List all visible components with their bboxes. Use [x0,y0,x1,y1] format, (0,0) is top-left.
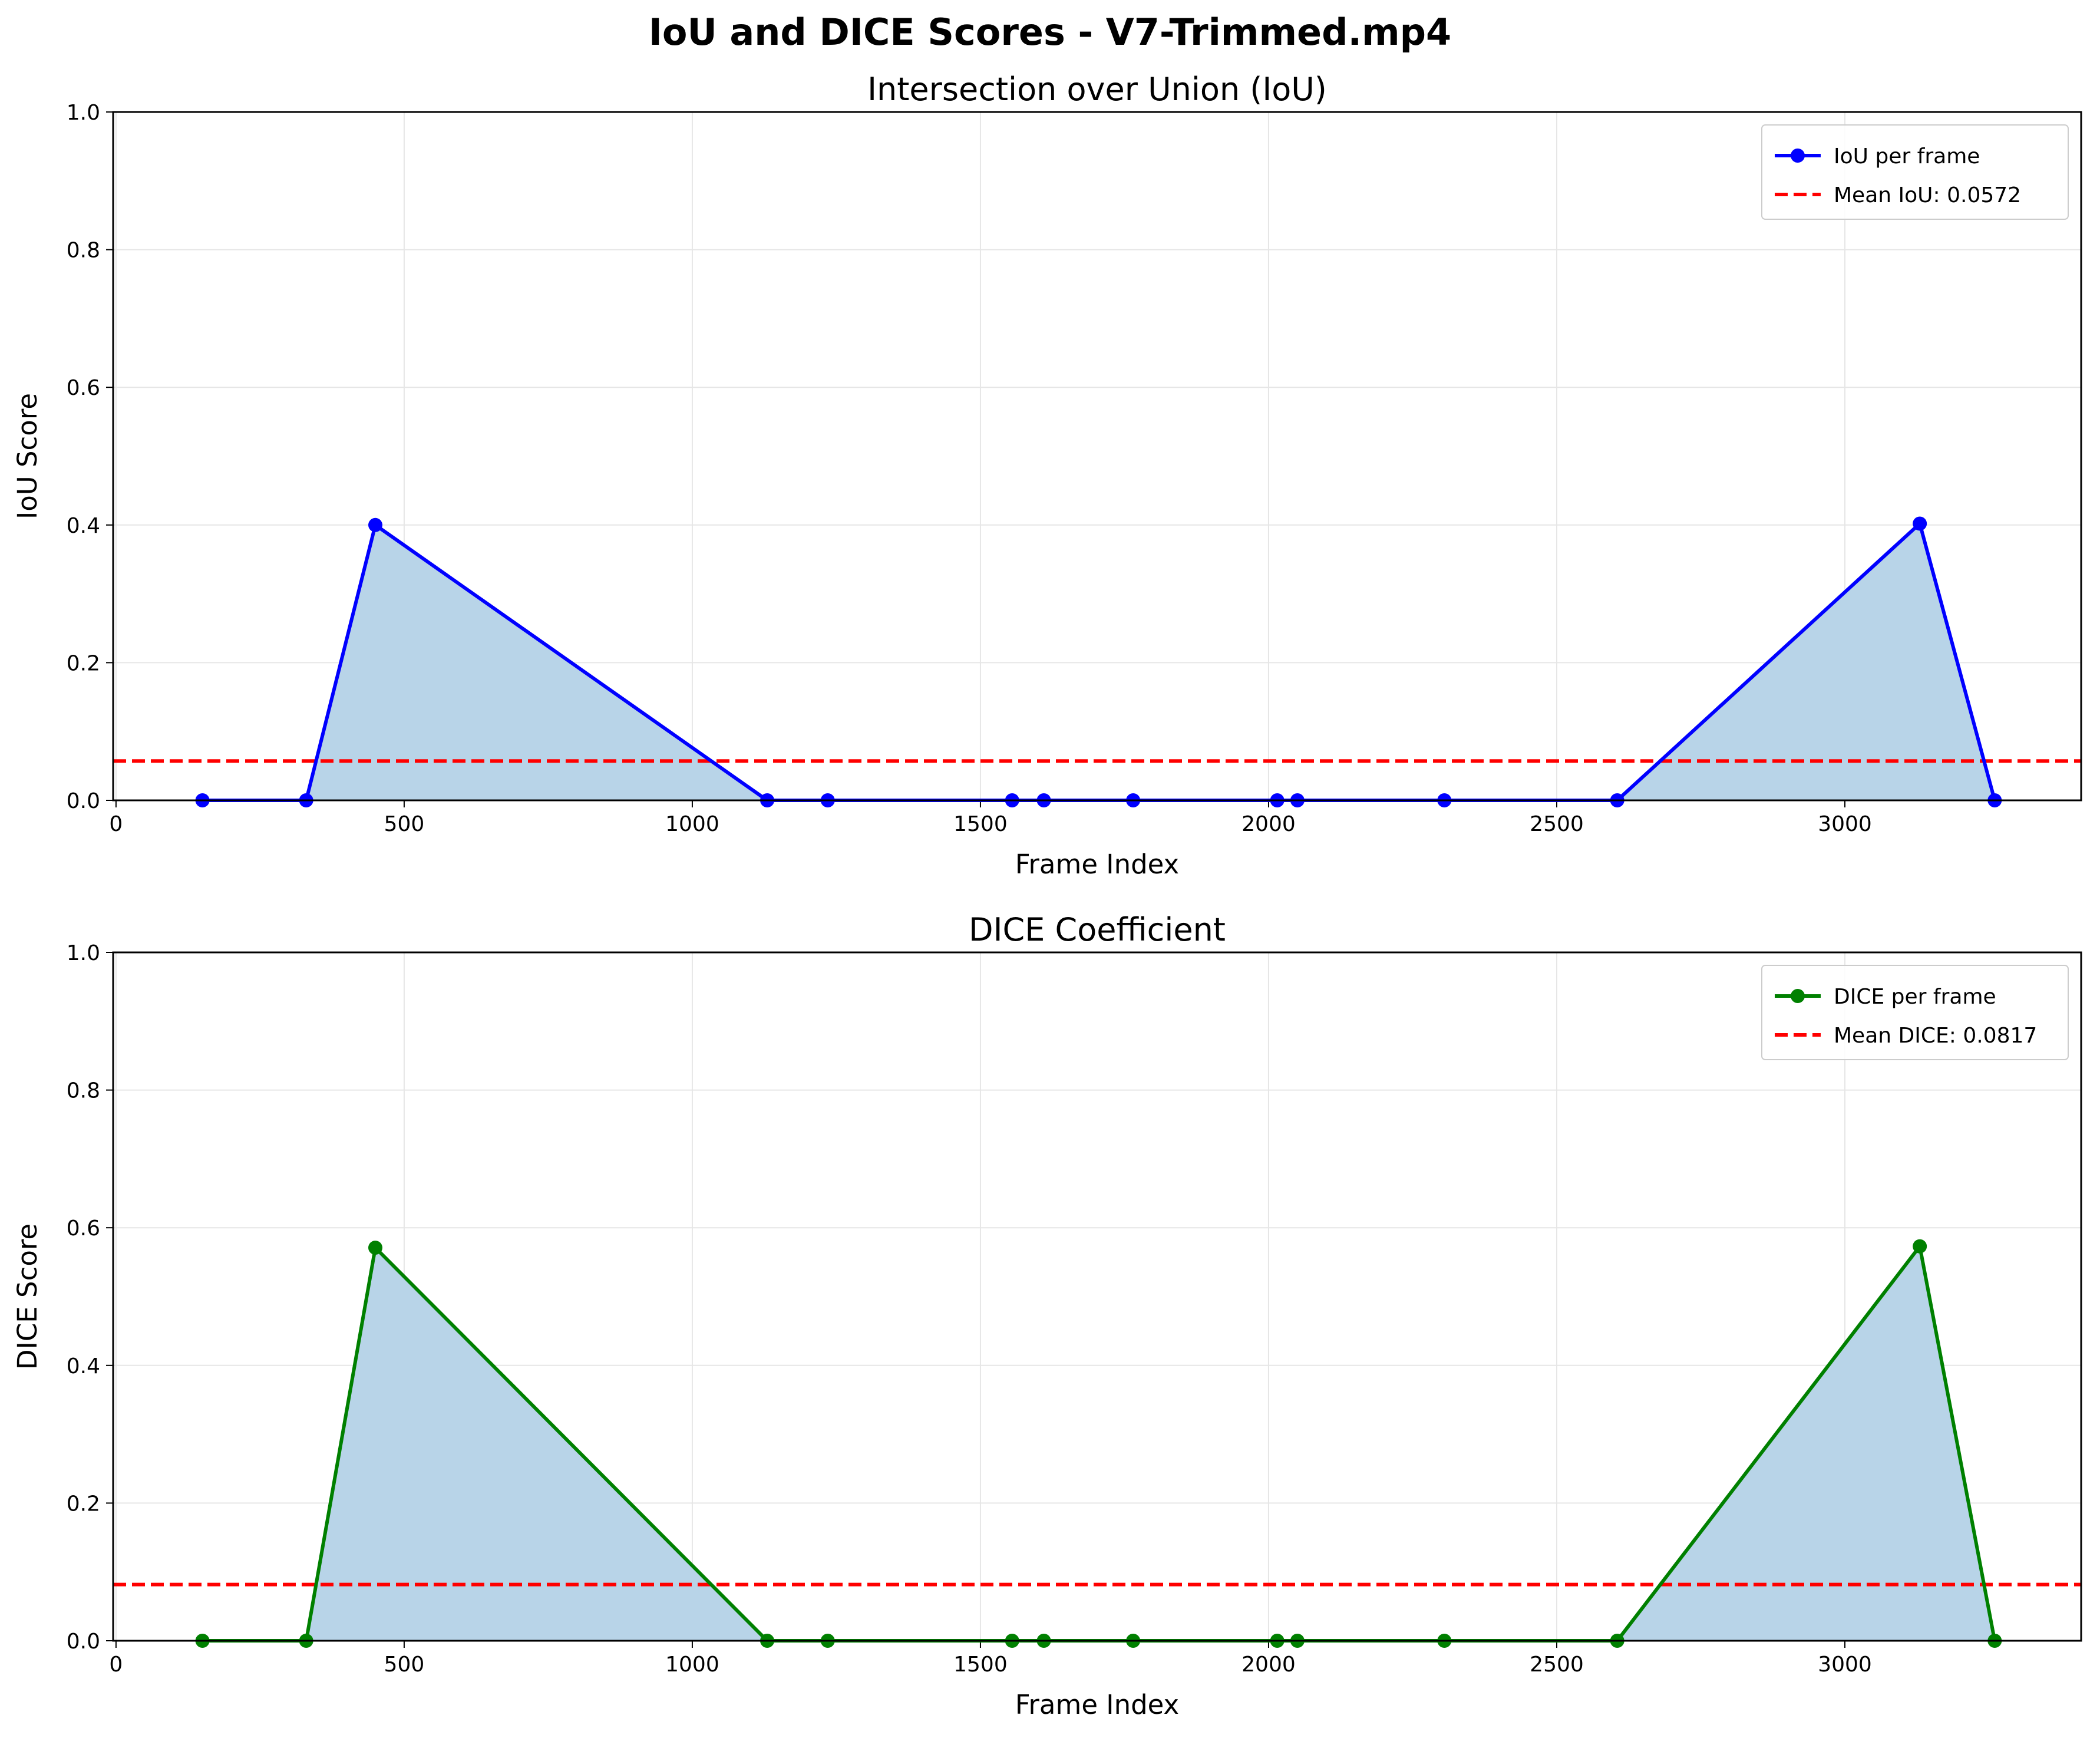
x-tick-label: 2500 [1530,812,1584,836]
x-tick-label: 1000 [665,812,719,836]
data-point [1913,1239,1927,1254]
legend-mean-label: Mean DICE: 0.0817 [1834,1024,2037,1048]
x-axis-label: Frame Index [1015,849,1179,880]
chart-title: DICE Coefficient [969,911,1226,948]
y-tick-label: 0.0 [67,789,100,813]
x-tick-label: 1500 [953,1653,1008,1677]
y-tick-label: 0.4 [67,514,100,538]
y-tick-label: 0.6 [67,376,100,400]
y-tick-label: 1.0 [67,101,100,125]
data-point [368,517,383,532]
y-tick-label: 0.8 [67,239,100,263]
x-axis-label: Frame Index [1015,1689,1179,1720]
x-tick-label: 0 [109,812,123,836]
x-tick-label: 2000 [1241,812,1296,836]
y-axis-label: DICE Score [12,1223,43,1370]
iou-chart: 0 500 1000 1500 2000 2500 3000 0.0 0.2 0.4 0.6 0.8 1… [12,71,2082,880]
y-tick-label: 0.2 [67,651,100,675]
y-tick-label: 0.8 [67,1079,100,1103]
data-point [1913,516,1927,531]
legend-series-marker [1791,149,1805,163]
legend-box [1761,124,2069,220]
x-tick-label: 2500 [1530,1653,1584,1677]
legend-mean-label: Mean IoU: 0.0572 [1834,183,2021,207]
y-axis-label: IoU Score [12,393,43,519]
legend-series-marker [1791,989,1805,1003]
y-tick-label: 0.4 [67,1354,100,1378]
y-tick-label: 0.0 [67,1630,100,1654]
area-fill [202,523,1995,800]
x-tick-label: 3000 [1818,1653,1872,1677]
legend-series-label: DICE per frame [1834,985,1996,1009]
x-tick-label: 500 [384,812,425,836]
x-tick-label: 3000 [1818,812,1872,836]
dice-chart: 0 500 1000 1500 2000 2500 3000 0.0 0.2 0.4 0.6 0.8 1… [12,911,2082,1720]
x-tick-label: 1000 [665,1653,719,1677]
figure-title: IoU and DICE Scores - V7-Trimmed.mp4 [649,11,1451,54]
legend-series-label: IoU per frame [1834,144,1980,169]
axes-frame [112,951,2082,1642]
y-tick-label: 0.6 [67,1216,100,1241]
y-tick-label: 1.0 [67,941,100,965]
axes-frame [112,111,2082,802]
y-tick-label: 0.2 [67,1492,100,1516]
x-tick-label: 0 [109,1653,123,1677]
chart-title: Intersection over Union (IoU) [867,71,1327,108]
data-point [368,1241,383,1255]
legend-box [1761,965,2069,1060]
x-tick-label: 500 [384,1653,425,1677]
x-tick-label: 1500 [953,812,1008,836]
area-fill [202,1246,1995,1641]
x-tick-label: 2000 [1241,1653,1296,1677]
